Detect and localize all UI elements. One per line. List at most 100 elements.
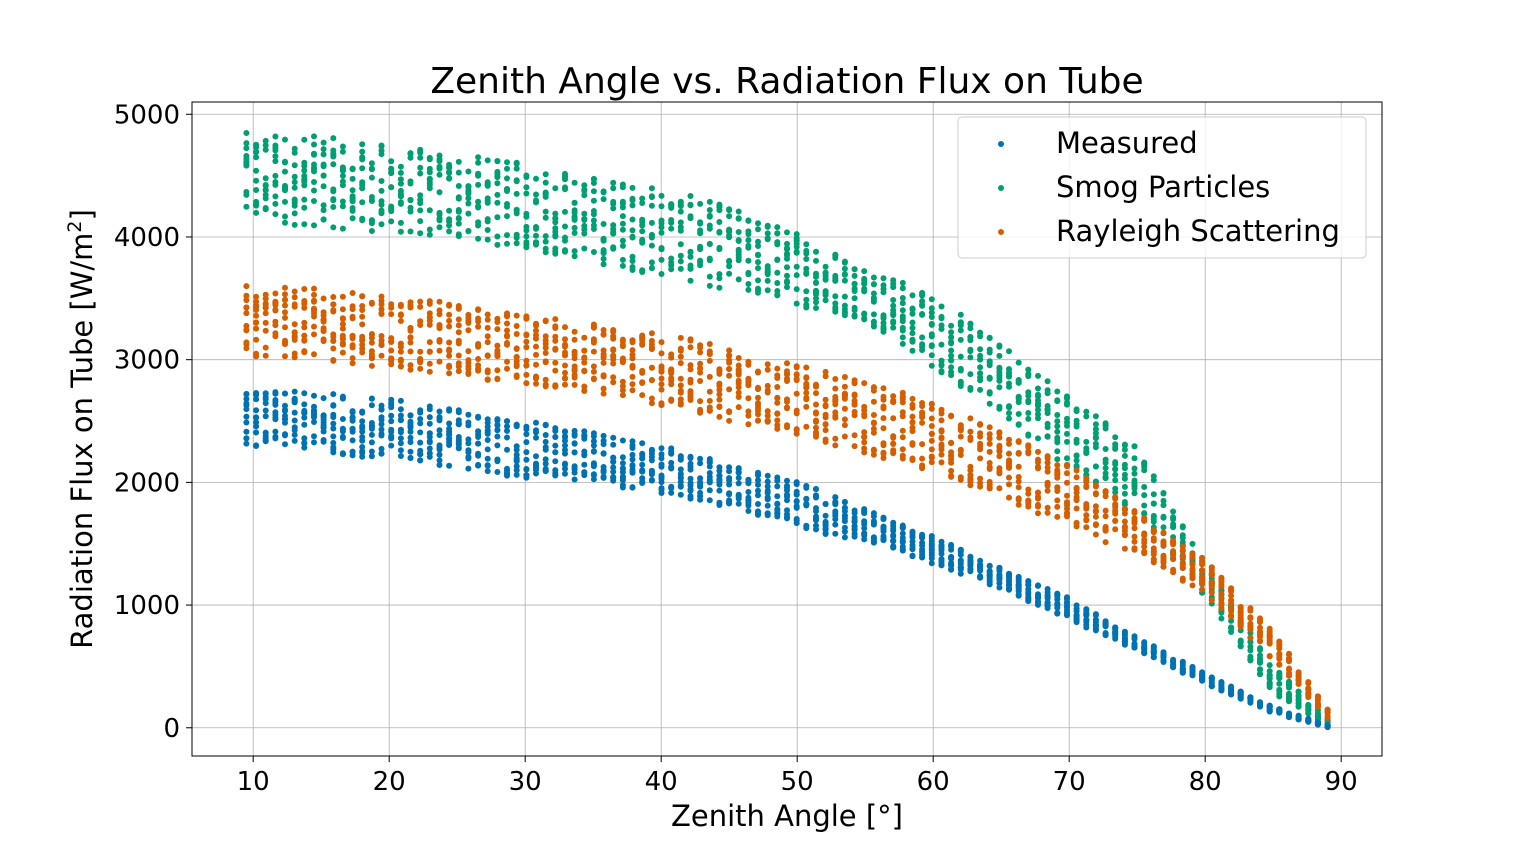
data-point [446,420,453,427]
data-point [359,303,366,309]
data-point [755,487,761,494]
data-point [977,352,984,359]
data-point [813,279,819,286]
data-point [648,395,655,402]
data-point [311,305,317,312]
data-point [697,460,704,467]
data-point [793,237,800,243]
data-point [948,352,955,359]
data-point [619,484,626,491]
data-point [1257,666,1263,673]
data-point [735,208,742,215]
data-point [1064,462,1070,469]
data-point [446,317,453,324]
data-point [726,468,733,475]
data-point [1121,452,1128,459]
data-point [629,184,636,191]
data-point [687,379,694,386]
data-point [349,306,356,313]
data-point [1257,671,1263,678]
data-point [378,402,385,409]
data-point [311,285,317,292]
data-point [600,464,607,470]
data-point [996,374,1003,381]
data-point [619,378,626,385]
data-point [417,439,424,446]
data-point [446,228,453,235]
data-point [658,473,665,480]
data-point [957,433,964,440]
data-point [397,193,404,200]
data-point [253,307,260,313]
data-point [899,434,906,441]
data-point [562,170,568,177]
data-point [494,469,501,475]
data-point [1141,643,1148,650]
data-point [301,390,308,397]
data-point [648,341,655,348]
data-point [870,290,877,297]
data-point [282,136,288,143]
data-point [1131,635,1138,641]
data-point [1083,607,1090,614]
data-point [1102,465,1109,471]
data-point [619,213,626,220]
data-point [764,490,771,496]
data-point [1102,513,1109,520]
data-point [928,362,935,369]
data-point [455,363,462,370]
data-point [668,266,675,273]
data-point [658,217,665,224]
data-point [967,384,974,391]
data-point [484,455,491,462]
data-point [841,374,848,380]
data-point [861,275,868,282]
data-point [301,401,308,408]
data-point [571,463,578,470]
data-point [349,332,356,339]
data-point [407,228,414,235]
data-point [388,206,395,213]
data-point [552,333,559,340]
data-point [629,195,636,202]
data-point [948,561,955,568]
data-point [648,377,655,383]
data-point [542,350,549,356]
data-point [1228,628,1235,635]
data-point [716,396,723,403]
data-point [880,440,887,447]
data-point [706,198,713,205]
data-point [446,348,453,354]
data-point [784,513,790,520]
data-point [909,413,916,420]
data-point [1189,571,1196,578]
data-point [542,456,549,463]
data-point [504,213,510,220]
data-point [523,184,530,191]
data-point [1189,582,1196,589]
data-point [301,410,308,417]
data-point [928,309,935,316]
data-point [378,416,385,423]
data-point [774,500,781,507]
data-point [619,383,626,390]
data-point [716,204,723,211]
data-point [311,392,317,399]
data-point [475,159,482,166]
data-point [832,494,839,501]
data-point [890,284,897,291]
data-point [1054,484,1061,491]
data-point [282,297,288,303]
data-point [552,449,559,456]
data-point [909,324,916,331]
data-point [397,318,404,324]
data-point [339,325,346,332]
data-point [426,438,433,445]
data-point [986,349,993,356]
data-point [706,257,713,264]
data-point [504,332,510,339]
data-point [1286,651,1292,658]
data-point [320,316,327,323]
data-point [880,449,887,456]
data-point [668,484,675,491]
